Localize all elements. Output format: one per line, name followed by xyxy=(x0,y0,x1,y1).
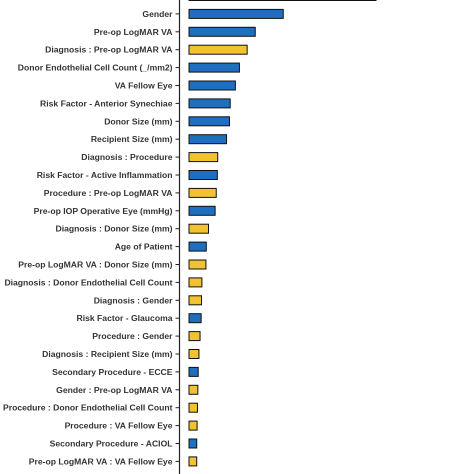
y-tick-label: Diagnosis : Donor Size (mm) xyxy=(56,224,173,234)
y-tick-label: Risk Factor - Anterior Synechiae xyxy=(40,98,173,108)
bar-main-effect xyxy=(188,170,218,180)
y-tick-label: Procedure : Donor Endothelial Cell Count xyxy=(3,403,173,413)
y-tick-label: Procedure : Pre-op LogMAR VA xyxy=(44,188,173,198)
y-tick-label: Pre-op LogMAR VA : Donor Size (mm) xyxy=(18,260,172,270)
bar-interaction xyxy=(188,295,203,306)
bar-main-effect xyxy=(188,366,199,377)
y-tick-label: VA Fellow Eye xyxy=(115,81,173,91)
y-tick-label: Diagnosis : Procedure xyxy=(81,152,172,162)
bar-main-effect xyxy=(188,8,284,19)
bar-main-effect xyxy=(188,0,377,1)
bar-main-effect xyxy=(188,80,236,91)
bar-interaction xyxy=(188,402,198,413)
y-tick-label: Procedure : VA Fellow Eye xyxy=(65,421,173,431)
bar-interaction xyxy=(188,384,199,395)
bar-main-effect xyxy=(188,134,228,145)
bar-interaction xyxy=(188,277,203,288)
y-tick-label: Diagnosis : Pre-op LogMAR VA xyxy=(45,45,172,55)
bar-interaction xyxy=(188,259,207,270)
y-tick-label: Risk Factor - Glaucoma xyxy=(77,313,173,323)
y-tick-label: Diagnosis : Gender xyxy=(94,295,173,305)
y-tick-label: Secondary Procedure - ECCE xyxy=(52,367,173,377)
bar-main-effect xyxy=(188,313,202,324)
y-tick-label: Procedure : Gender xyxy=(92,331,173,341)
bar-interaction xyxy=(188,223,210,234)
y-tick-label: Diagnosis : Recipient Size (mm) xyxy=(42,349,173,359)
bar-interaction xyxy=(188,456,198,467)
bar-main-effect xyxy=(188,116,230,127)
bar-main-effect xyxy=(188,98,231,109)
y-tick-label: Gender xyxy=(142,9,173,19)
bar-main-effect xyxy=(188,26,256,37)
bar-main-effect xyxy=(188,241,207,252)
bar-interaction xyxy=(188,349,200,359)
bar-main-effect xyxy=(188,62,240,73)
bar-interaction xyxy=(188,44,248,55)
bar-interaction xyxy=(188,331,201,342)
y-tick-label: Age of Patient xyxy=(115,242,173,252)
bar-interaction xyxy=(188,187,217,198)
bars-group xyxy=(188,0,377,467)
y-tick-label: Donor Size (mm) xyxy=(104,116,172,126)
y-tick-label: Pre-op LogMAR VA : VA Fellow Eye xyxy=(29,456,173,466)
y-tick-label: Diagnosis : Donor Endothelial Cell Count xyxy=(4,277,172,287)
y-tick-label: Pre-op IOP Operative Eye (mmHg) xyxy=(34,206,173,216)
bar-main-effect xyxy=(188,438,198,449)
y-tick-labels-group: Gender Pre-op LogMAR VA Diagnosis : Pre-op… xyxy=(3,9,173,466)
y-tick-label: Pre-op LogMAR VA xyxy=(94,27,173,37)
bar-interaction xyxy=(188,152,219,163)
bar-interaction xyxy=(188,420,198,431)
y-tick-label: Recipient Size (mm) xyxy=(91,134,173,144)
y-ticks-group xyxy=(175,13,180,462)
y-tick-label: Risk Factor - Active Inflammation xyxy=(37,170,173,180)
y-tick-label: Donor Endothelial Cell Count (_/mm2) xyxy=(18,63,173,73)
y-tick-label: Gender : Pre-op LogMAR VA xyxy=(56,385,172,395)
bar-main-effect xyxy=(188,205,216,216)
y-tick-label: Secondary Procedure - ACIOL xyxy=(50,439,173,449)
